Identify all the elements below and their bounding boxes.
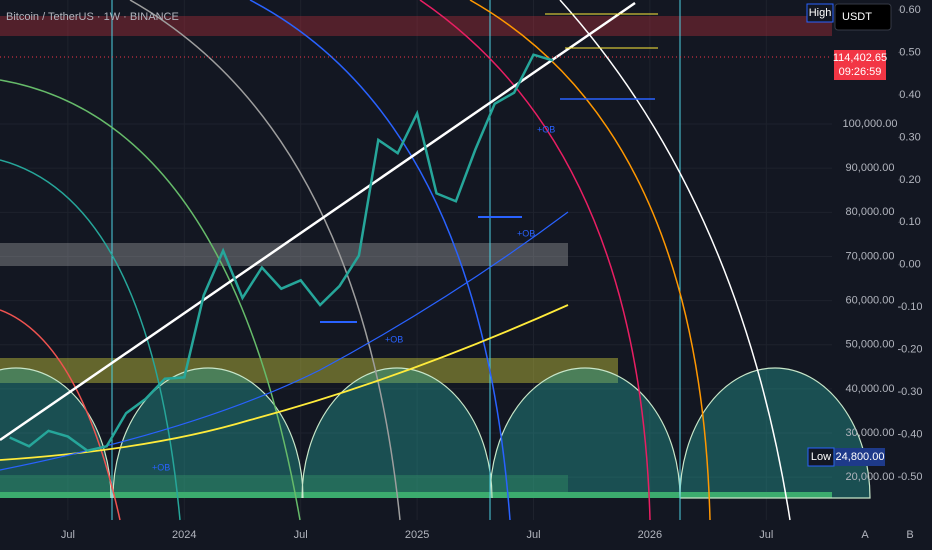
scale-button[interactable]: A (861, 529, 869, 541)
cycle-domes (0, 367, 871, 499)
high-box (806, 3, 834, 23)
low-box (807, 447, 835, 467)
arc (469, 0, 711, 521)
x-tick-label: 2024 (172, 529, 196, 541)
moving-average (0, 211, 569, 471)
y2-tick-label: -0.50 (897, 471, 922, 483)
y-tick-label: 50,000.00 (846, 339, 895, 351)
price-tag (834, 50, 886, 80)
y2-tick-label: -0.40 (897, 429, 922, 441)
y-tick-label: 20,000.00 (846, 471, 895, 483)
chart-title: Bitcoin / TetherUS · 1W · BINANCE (6, 11, 179, 23)
arc (129, 0, 401, 521)
ob-label: +OB (152, 462, 170, 472)
x-tick-label: Jul (759, 529, 773, 541)
y2-tick-label: 0.20 (899, 174, 920, 186)
yellow-zone (0, 358, 618, 383)
green-band (0, 492, 832, 498)
y-tick-label: 80,000.00 (846, 206, 895, 218)
arc (0, 79, 301, 521)
y-tick-label: 40,000.00 (846, 383, 895, 395)
currency[interactable]: USDT (842, 11, 872, 23)
y-tick-label: 100,000.00 (842, 118, 897, 130)
y2-tick-label: 0.40 (899, 89, 920, 101)
countdown: 09:26:59 (839, 66, 882, 78)
y-tick-label: 60,000.00 (846, 295, 895, 307)
y-tick-label: 90,000.00 (846, 162, 895, 174)
scale-button[interactable]: B (906, 529, 913, 541)
currency-button[interactable] (834, 3, 892, 31)
arc (0, 159, 181, 521)
low-value: 24,800.00 (836, 451, 885, 463)
y-tick-label: 30,000.00 (846, 427, 895, 439)
y2-tick-label: 0.00 (899, 259, 920, 271)
x-tick-label: 2025 (405, 529, 429, 541)
price-line (9, 53, 554, 453)
arc (559, 0, 791, 521)
low-tag (835, 448, 885, 466)
y2-tick-label: -0.20 (897, 344, 922, 356)
grid (0, 0, 832, 520)
drawings (0, 0, 871, 521)
x-tick-label: Jul (294, 529, 308, 541)
x-tick-label: 2026 (638, 529, 662, 541)
ob-label: +OB (517, 228, 535, 238)
ob-label: +OB (385, 334, 403, 344)
x-tick-label: Jul (61, 529, 75, 541)
arc (0, 309, 121, 521)
y2-tick-label: 0.30 (899, 131, 920, 143)
y2-tick-label: -0.30 (897, 386, 922, 398)
arc (249, 0, 511, 521)
arc (419, 0, 651, 521)
grey-zone (0, 243, 568, 266)
ob-label: +OB (537, 124, 555, 134)
x-tick-label: Jul (526, 529, 540, 541)
y2-tick-label: 0.60 (899, 4, 920, 16)
low-label: Low (811, 451, 831, 463)
y2-tick-label: -0.10 (897, 301, 922, 313)
y2-tick-label: 0.50 (899, 46, 920, 58)
trend-line (0, 1, 636, 442)
green-zone (0, 475, 568, 492)
price-tag-text: 114,402.65 (833, 52, 887, 64)
supply-zone (0, 16, 832, 36)
y2-tick-label: 0.10 (899, 216, 920, 228)
high-label: High (809, 7, 832, 19)
moving-average (0, 304, 569, 461)
y-tick-label: 70,000.00 (846, 250, 895, 262)
